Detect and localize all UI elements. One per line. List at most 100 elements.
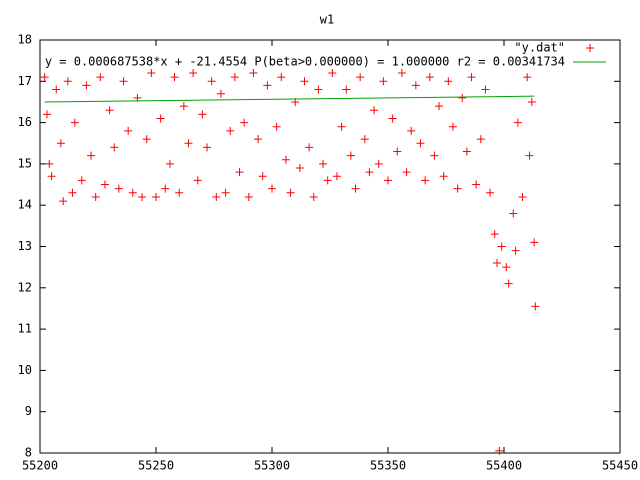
point — [458, 93, 467, 102]
point — [513, 118, 522, 127]
legend-label: y = 0.000687538*x + -21.4554 P(beta>0.00… — [45, 55, 565, 69]
point — [277, 73, 286, 82]
point — [525, 151, 534, 160]
point — [388, 114, 397, 123]
point — [286, 188, 295, 197]
y-tick-label: 16 — [18, 115, 32, 129]
point — [170, 73, 179, 82]
point — [530, 238, 539, 247]
point — [207, 77, 216, 86]
point — [360, 135, 369, 144]
point — [421, 176, 430, 185]
point — [124, 126, 133, 135]
point — [45, 159, 54, 168]
point — [240, 118, 249, 127]
point — [198, 110, 207, 119]
point — [397, 69, 406, 78]
point — [203, 143, 212, 152]
x-tick-label: 55400 — [486, 459, 522, 473]
y-tick-label: 13 — [18, 239, 32, 253]
point — [384, 176, 392, 185]
y-tick-label: 15 — [18, 156, 32, 170]
point — [156, 114, 165, 123]
point — [142, 135, 151, 144]
point — [254, 135, 263, 144]
chart-title: w1 — [320, 13, 334, 27]
point — [87, 151, 96, 160]
point — [370, 106, 379, 115]
y-tick-label: 17 — [18, 74, 32, 88]
fit-line — [44, 95, 535, 103]
point — [448, 122, 457, 131]
point — [244, 192, 253, 201]
point — [444, 77, 453, 86]
point — [119, 77, 128, 86]
point — [56, 139, 65, 148]
point — [472, 180, 481, 189]
point — [365, 168, 374, 177]
point — [59, 197, 68, 206]
point — [490, 230, 499, 239]
point — [342, 85, 351, 94]
point — [337, 122, 346, 131]
point — [189, 69, 198, 78]
point — [249, 69, 258, 78]
point — [509, 209, 518, 218]
point — [47, 172, 56, 181]
point — [476, 135, 485, 144]
legend-label: "y.dat" — [514, 41, 565, 55]
point — [495, 446, 504, 455]
point — [152, 192, 160, 201]
point — [346, 151, 355, 160]
point — [226, 126, 235, 135]
y-tick-label: 8 — [25, 446, 32, 460]
point — [356, 73, 365, 82]
point — [68, 188, 77, 197]
point — [175, 188, 184, 197]
point — [374, 159, 383, 168]
y-tick-label: 10 — [18, 363, 32, 377]
point — [411, 81, 420, 90]
point — [497, 242, 506, 251]
point — [425, 73, 434, 82]
point — [114, 184, 123, 193]
point — [82, 81, 91, 90]
point — [193, 176, 202, 185]
point — [272, 122, 281, 131]
point — [332, 172, 341, 181]
point — [221, 188, 230, 197]
point — [300, 77, 309, 86]
x-tick-label: 55450 — [602, 459, 638, 473]
point — [105, 106, 114, 115]
legend-marker — [586, 44, 594, 52]
point — [295, 164, 304, 173]
point — [138, 192, 147, 201]
x-tick-label: 55250 — [138, 459, 174, 473]
point — [481, 85, 490, 94]
point — [493, 259, 502, 268]
point — [230, 73, 239, 82]
point — [235, 168, 244, 177]
point — [511, 246, 520, 255]
point — [435, 102, 444, 111]
point — [128, 188, 137, 197]
y-tick-label: 18 — [18, 33, 32, 47]
point — [184, 139, 193, 148]
x-tick-label: 55200 — [22, 459, 58, 473]
point — [96, 73, 105, 82]
point — [518, 192, 527, 201]
point — [351, 184, 360, 193]
point — [263, 81, 272, 90]
point — [52, 85, 61, 94]
y-tick-label: 11 — [18, 322, 32, 336]
point — [531, 302, 540, 311]
point — [268, 184, 276, 193]
point — [305, 143, 314, 152]
point — [319, 159, 328, 168]
point — [100, 180, 109, 189]
point — [402, 168, 411, 177]
point — [42, 110, 51, 119]
point — [416, 139, 425, 148]
point — [467, 73, 476, 82]
